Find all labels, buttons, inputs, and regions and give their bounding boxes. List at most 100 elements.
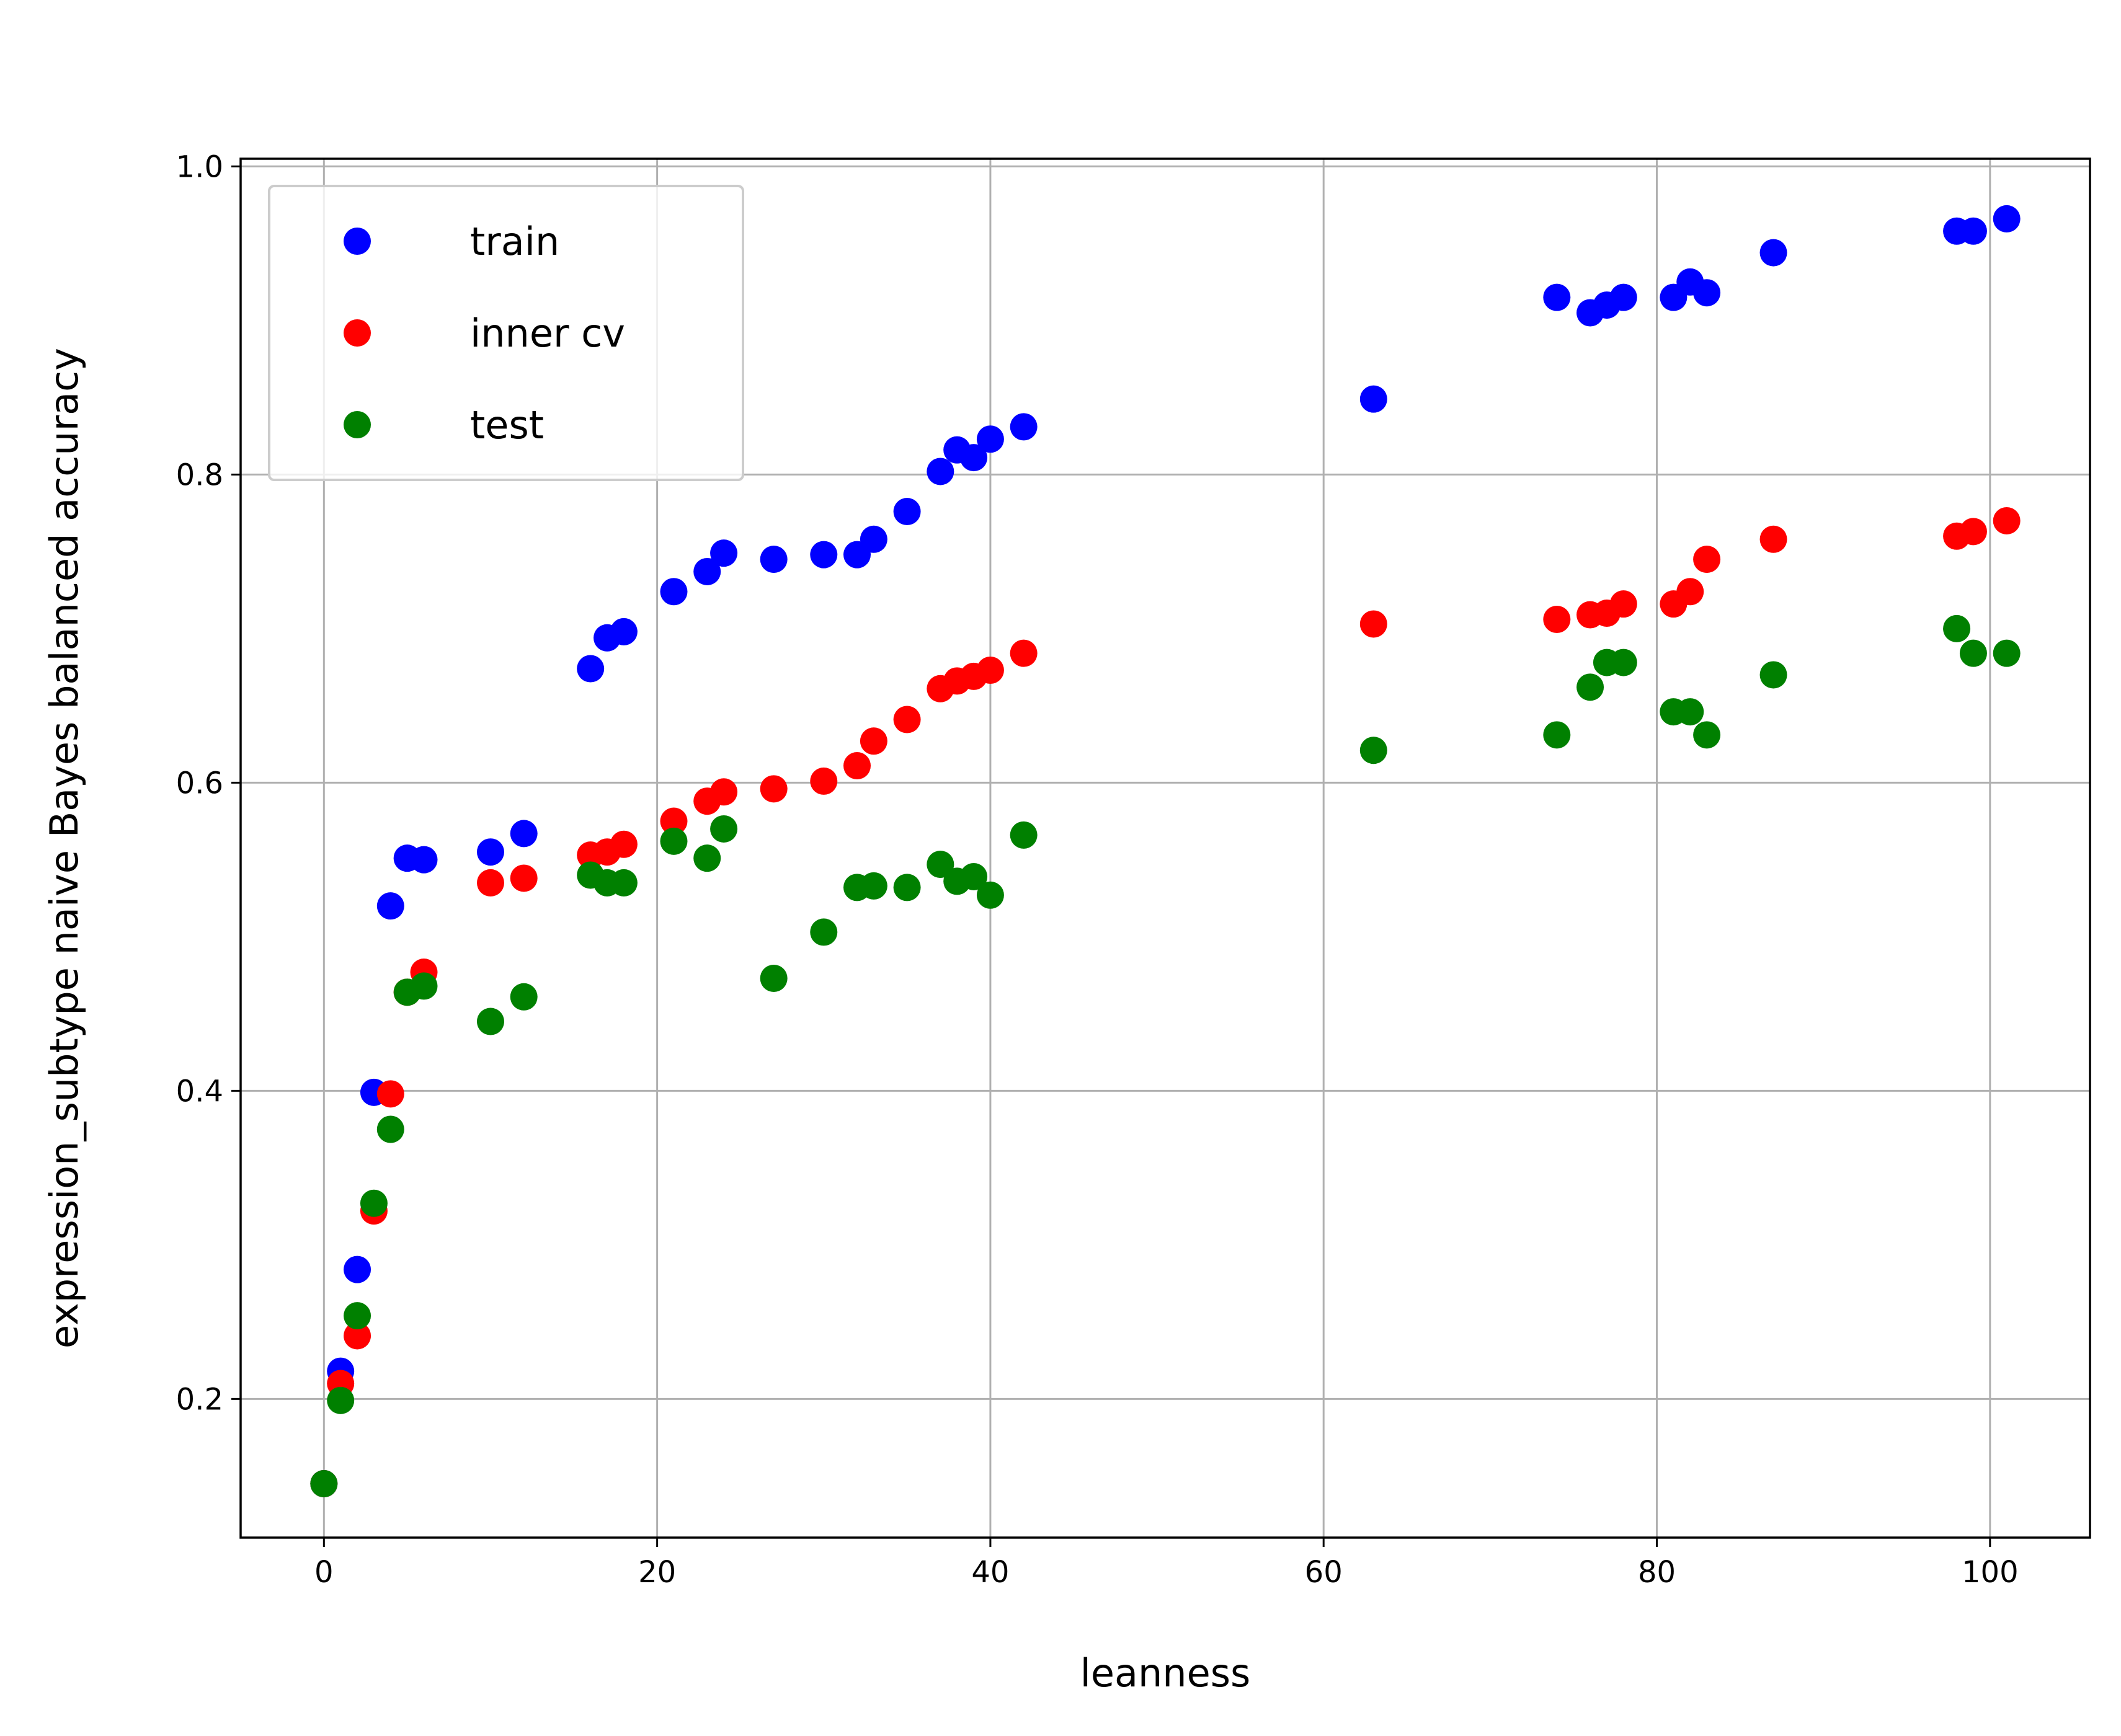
data-points [310,205,2021,1498]
data-point [860,872,887,900]
data-point [1576,673,1604,701]
data-point [344,1302,371,1330]
data-point [1609,590,1637,618]
y-tick-label: 0.8 [176,458,223,492]
data-point [710,539,738,567]
data-point [1359,610,1387,638]
data-point [1010,639,1038,667]
data-point [693,844,721,872]
x-tick-label: 0 [314,1555,334,1590]
data-point [760,964,788,992]
y-tick-label: 0.4 [176,1074,223,1109]
data-point [344,1256,371,1283]
data-point [1010,413,1038,441]
data-point [1693,279,1721,307]
legend-label: train [470,219,559,264]
data-point [327,1386,355,1414]
data-point [610,618,638,645]
data-point [1543,283,1571,311]
plot-frame [239,157,2091,1539]
legend-marker [344,319,371,347]
series-test [310,614,2021,1498]
x-tick-label: 80 [1638,1555,1676,1590]
data-point [860,525,887,553]
data-point [1676,698,1704,726]
data-point [893,706,921,733]
data-point [976,881,1004,909]
data-point [1759,525,1787,553]
data-point [1959,639,1987,667]
y-tick-label: 0.2 [176,1382,223,1417]
data-point [1693,546,1721,574]
data-point [810,541,838,569]
data-point [927,851,954,879]
data-point [760,546,788,574]
data-point [1759,661,1787,689]
data-point [860,727,887,755]
x-tick-label: 20 [638,1555,676,1590]
data-point [610,830,638,858]
data-point [577,655,605,683]
data-point [1676,578,1704,606]
data-point [927,458,954,485]
data-point [476,869,504,897]
data-point [510,864,538,892]
data-point [1609,283,1637,311]
legend-marker [344,228,371,255]
data-point [476,838,504,866]
data-point [376,892,404,920]
data-point [410,972,438,1000]
data-point [1759,239,1787,267]
data-point [1993,639,2021,667]
y-tick-label: 0.6 [176,766,223,800]
data-point [1943,614,1971,642]
legend-marker [344,411,371,438]
data-point [893,874,921,901]
data-point [893,498,921,526]
data-point [1543,605,1571,633]
data-point [1609,649,1637,676]
data-point [1693,721,1721,749]
axis-ticks: 0 20 40 60 80 100 0.2 0.4 0.6 0.8 1.0 [176,149,2019,1590]
data-point [693,557,721,585]
y-tick-label: 1.0 [176,149,223,184]
data-point [310,1470,338,1498]
data-point [376,1115,404,1143]
data-point [410,846,438,874]
legend-label: test [470,402,544,448]
data-point [843,752,871,780]
data-point [976,656,1004,684]
data-point [660,807,688,835]
data-point [610,869,638,897]
data-point [360,1189,388,1217]
data-point [1359,737,1387,764]
legend-label: inner cv [470,311,625,356]
x-tick-label: 100 [1962,1555,2019,1590]
grid-lines [241,159,2090,1538]
data-point [344,1322,371,1350]
series-train [310,205,2021,1498]
data-point [1959,518,1987,546]
legend-frame [268,185,744,481]
data-point [1993,507,2021,534]
data-point [710,778,738,806]
data-point [710,815,738,843]
data-point [1359,385,1387,413]
data-point [1959,217,1987,245]
data-point [660,827,688,855]
data-point [1543,721,1571,749]
data-point [810,767,838,795]
data-point [960,862,988,890]
x-tick-label: 40 [971,1555,1009,1590]
y-axis-label: expression_subtype naive Bayes balanced … [42,348,87,1348]
x-tick-label: 60 [1305,1555,1343,1590]
data-point [1993,205,2021,232]
data-point [760,775,788,803]
data-point [660,578,688,606]
data-point [376,1080,404,1108]
data-point [510,820,538,848]
data-point [1010,821,1038,849]
data-point [510,983,538,1011]
series-inner-cv [310,507,2021,1498]
